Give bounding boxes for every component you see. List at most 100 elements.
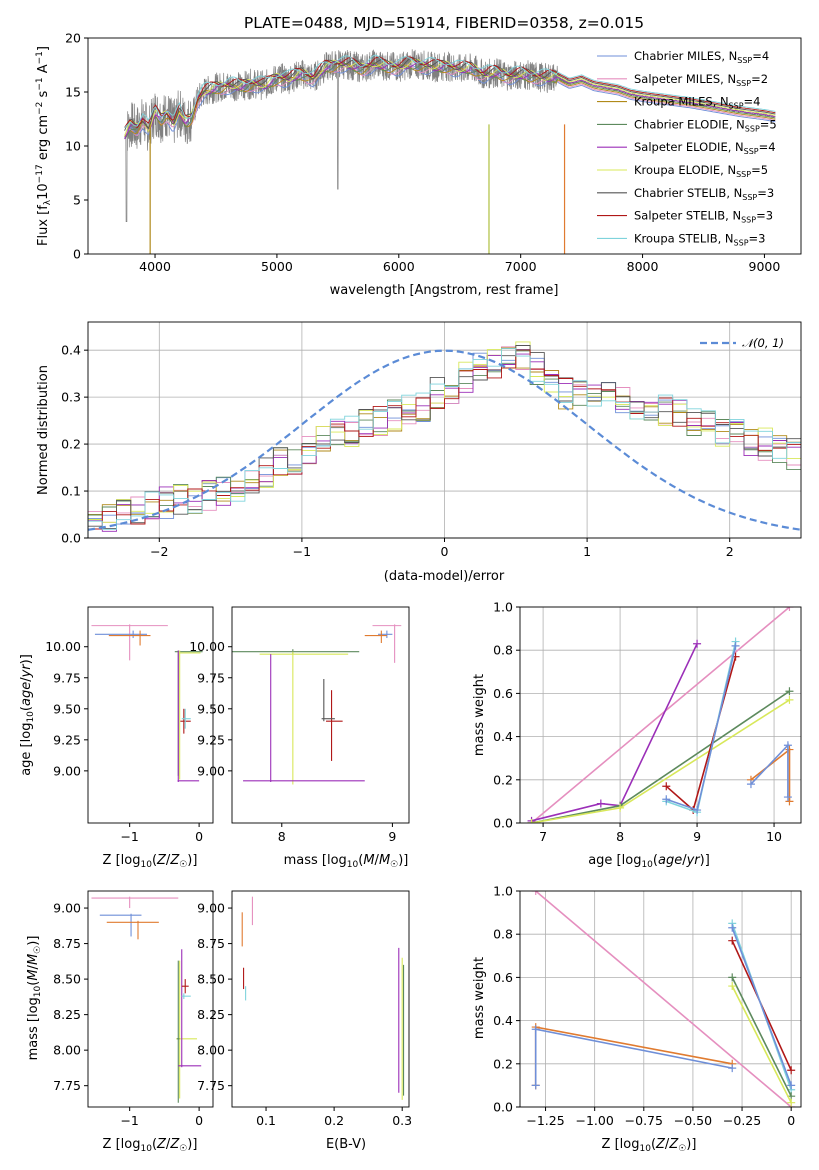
p-wZ-plot-area (531, 891, 796, 1107)
spectrum-xlabel: wavelength [Angstrom, rest frame] (330, 283, 559, 298)
p-massZ-ytick-label: 7.75 (53, 1078, 81, 1093)
massZ-salpeter-miles (91, 896, 179, 909)
wage-xlabel: age [log10(age/yr)] (588, 853, 710, 870)
p-agemass-ytick-label: 10.00 (189, 639, 225, 654)
p-wZ-xtick-label: −0.25 (723, 1113, 761, 1128)
wZ-marker-2-2 (728, 1064, 737, 1073)
wage-series-3 (531, 699, 790, 823)
p-wZ-ytick-label: 0.6 (493, 970, 513, 985)
p-massebv-xtick-label: 0.2 (324, 1113, 344, 1128)
spectrum-ytick-label: 0 (73, 247, 81, 262)
gaussian-legend-label: 𝒩(0, 1) (742, 336, 784, 350)
p-massZ-ytick-label: 8.00 (53, 1043, 81, 1058)
p-massZ-ytick-label: 8.25 (53, 1007, 81, 1022)
wZ-marker-5-0 (728, 923, 737, 932)
massebv-xlabel: E(B-V) (326, 1137, 366, 1152)
massZ-kroupa-stelib (181, 993, 191, 999)
residual-ytick-label: 0.4 (61, 343, 81, 358)
p-wZ-xtick-label: −0.50 (674, 1113, 712, 1128)
wage-series-0 (530, 607, 791, 823)
p-wage-ytick-label: 0.2 (493, 772, 513, 787)
legend-label-6: Chabrier STELIB, NSSP=3 (634, 186, 774, 202)
wZ-marker-7-0 (728, 982, 737, 991)
p-ageZ-xtick-label: −1 (120, 829, 138, 844)
model-line-chabrier-stelib (124, 57, 776, 131)
p-massZ-ytick-label: 8.50 (53, 972, 81, 987)
residual-xtick-label: 2 (726, 544, 734, 559)
p-wZ-ytick-label: 0.4 (493, 1013, 513, 1028)
p-wage-ytick-label: 1.0 (493, 600, 513, 615)
wZ-series-7 (731, 985, 792, 1104)
legend-label-1: Salpeter MILES, NSSP=2 (634, 72, 768, 88)
p-massZ-ytick-label: 8.75 (53, 936, 81, 951)
p-massebv-ytick-label: 9.00 (197, 901, 225, 916)
massZ-kroupa-elodie (176, 960, 198, 1099)
wage-series-6 (666, 645, 737, 812)
legend-label-8: Kroupa STELIB, NSSP=3 (634, 231, 765, 247)
gaussian-curve (87, 349, 802, 531)
ageZ-salpeter-elodie (177, 650, 200, 783)
residual-xtick-label: −1 (293, 544, 311, 559)
wage-ylabel: mass weight (472, 674, 487, 756)
massZ-chabrier-miles (99, 913, 142, 937)
p-wage-ytick-label: 0.8 (493, 643, 513, 658)
model-line-salpeter-miles (124, 64, 776, 137)
spectrum-xtick-label: 8000 (627, 259, 659, 274)
spectrum-plot-area (124, 49, 776, 254)
age-vs-mass-panel: 8 9 9.00 9.25 9.50 9.75 10.00 (189, 606, 410, 844)
spectrum-xtick-label: 5000 (261, 259, 293, 274)
p-wage-ytick-label: 0.4 (493, 729, 513, 744)
spectrum-legend: Chabrier MILES, NSSP=4 Salpeter MILES, NS… (597, 49, 777, 247)
spectrum-ytick-label: 5 (73, 193, 81, 208)
wage-marker-3-2 (785, 695, 794, 704)
p-wage-xtick-label: 10 (766, 829, 782, 844)
ageZ-chabrier-miles (94, 630, 148, 639)
p-massebv-xtick-label: 0.3 (392, 1113, 412, 1128)
agemass-chabrier-stelib (321, 679, 335, 722)
spectrum-xtick-label: 9000 (749, 259, 781, 274)
wZ-marker-7-1 (787, 1098, 796, 1107)
wage-series-8 (750, 743, 789, 798)
residual-xtick-label: −2 (150, 544, 168, 559)
p-agemass-ytick-label: 9.75 (197, 670, 225, 685)
agemass-kroupa-elodie (259, 651, 349, 785)
mass-vs-metallicity-panel: −1 0 7.75 8.00 8.25 8.50 8.75 9.00 (53, 890, 214, 1128)
residual-legend: 𝒩(0, 1) (700, 336, 784, 350)
p-massebv-ytick-label: 7.75 (197, 1078, 225, 1093)
agemass-xlabel: mass [log10(M/M☉)] (284, 853, 409, 870)
spectrum-panel: 4000 5000 6000 7000 8000 9000 0 5 10 15 20 wavelen… (35, 31, 802, 298)
residual-ticks: −2 −1 0 1 2 0.0 0.1 0.2 0.3 0.4 (61, 343, 734, 559)
p-wZ-ytick-label: 1.0 (493, 884, 513, 899)
residual-ytick-label: 0.0 (61, 531, 81, 546)
p-agemass-axes (231, 606, 410, 824)
p-wZ-xtick-label: −1.25 (526, 1113, 564, 1128)
p-wage-ytick-label: 0.0 (493, 816, 513, 831)
wZ-marker-3-1 (787, 1066, 796, 1075)
wage-series-1 (531, 643, 698, 822)
p-massZ-xtick-label: −1 (120, 1113, 138, 1128)
spectrum-ytick-label: 20 (65, 31, 81, 46)
weight-vs-age-panel: 7 8 9 10 0.0 0.2 0.4 0.6 0.8 1.0 (493, 600, 802, 844)
wage-marker-8-0 (746, 780, 755, 789)
wage-series-4 (665, 656, 737, 812)
p-wZ-xtick-label: −1.00 (576, 1113, 614, 1128)
legend-label-2: Kroupa MILES, NSSP=4 (634, 95, 760, 111)
wZ-marker-3-0 (728, 936, 737, 945)
residual-ytick-label: 0.1 (61, 484, 81, 499)
legend-label-3: Chabrier ELODIE, NSSP=5 (634, 117, 777, 133)
p-wage-plot-area (527, 607, 794, 823)
ageZ-kroupa-miles (108, 630, 151, 646)
legend-label-5: Kroupa ELODIE, NSSP=5 (634, 163, 768, 179)
agemass-kroupa-miles (364, 630, 387, 643)
massZ-kroupa-miles (106, 920, 159, 940)
residual-ytick-label: 0.3 (61, 390, 81, 405)
wage-marker-7-2 (785, 797, 794, 806)
p-ageZ-plot-area (91, 624, 203, 783)
residual-xtick-label: 1 (583, 544, 591, 559)
massZ-xlabel: Z [log10(Z/Z☉)] (103, 1137, 198, 1154)
p-massebv-ytick-label: 8.75 (197, 936, 225, 951)
wage-marker-0-1 (785, 607, 794, 611)
massZ-salpeter-stelib (181, 979, 189, 994)
p-wZ-xtick-label: 0 (787, 1113, 795, 1128)
